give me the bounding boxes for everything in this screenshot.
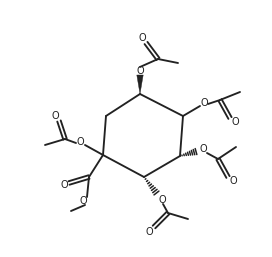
Text: O: O xyxy=(138,33,146,43)
Text: O: O xyxy=(76,137,84,147)
Text: O: O xyxy=(51,111,59,121)
Text: O: O xyxy=(60,180,68,190)
Text: O: O xyxy=(199,144,207,154)
Text: O: O xyxy=(158,195,166,205)
Polygon shape xyxy=(137,75,143,94)
Text: O: O xyxy=(229,176,237,186)
Text: O: O xyxy=(231,117,239,127)
Text: O: O xyxy=(79,196,87,206)
Text: O: O xyxy=(136,66,144,76)
Text: O: O xyxy=(145,227,153,237)
Text: O: O xyxy=(200,98,208,108)
